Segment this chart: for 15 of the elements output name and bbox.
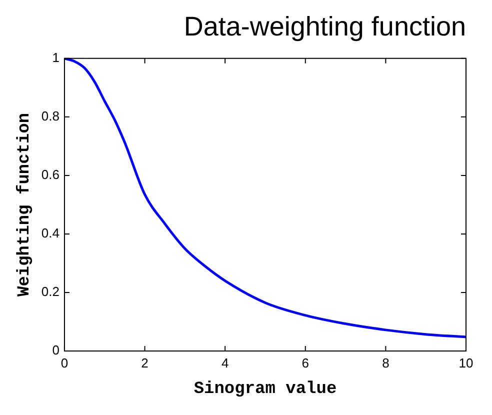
line-series (64, 58, 466, 338)
y-tick-label: 1 (52, 50, 60, 65)
y-tick-label: 0.6 (41, 167, 60, 182)
x-tick-label: 2 (141, 355, 148, 370)
x-tick-label: 6 (302, 355, 310, 370)
x-tick-label: 10 (458, 355, 474, 370)
y-tick-label: 0.2 (41, 284, 60, 300)
x-tick-label: 8 (382, 355, 390, 370)
x-tick-label: 4 (221, 355, 229, 370)
y-tick-label: 0.4 (41, 226, 60, 241)
y-tick-label: 0.8 (41, 108, 60, 124)
x-axis-title: Sinogram value (194, 380, 337, 400)
chart-title: Data-weighting function (184, 12, 466, 42)
y-axis-title: Weighting function (15, 112, 34, 297)
y-tick-label: 0 (52, 342, 60, 358)
